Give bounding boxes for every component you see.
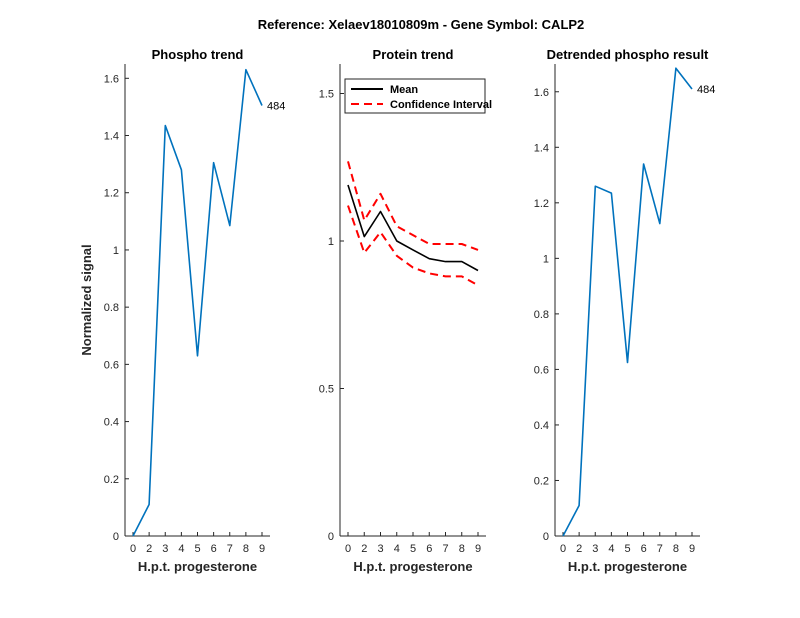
y-tick-label: 0.2: [534, 475, 549, 487]
x-tick-label: 9: [259, 543, 265, 555]
figure-title: Reference: Xelaev18010809m - Gene Symbol…: [258, 17, 585, 32]
x-tick-label: 7: [227, 543, 233, 555]
x-tick-label: 0: [130, 543, 136, 555]
y-axis-label: Normalized signal: [79, 244, 94, 355]
x-tick-label: 4: [608, 543, 614, 555]
x-tick-label: 6: [426, 543, 432, 555]
legend-box: [344, 78, 486, 114]
x-tick-label: 0: [345, 543, 351, 555]
x-tick-label: 5: [410, 543, 416, 555]
y-tick-label: 0.6: [104, 359, 119, 371]
y-tick-label: 1: [113, 245, 119, 257]
panel-title: Detrended phospho result: [547, 47, 709, 62]
series-end-label: 484: [697, 84, 715, 96]
x-axis-label: H.p.t. progesterone: [353, 559, 472, 574]
series-line-1: [562, 67, 693, 537]
x-tick-label: 3: [592, 543, 598, 555]
x-tick-label: 0: [560, 543, 566, 555]
y-tick-label: 0: [543, 531, 549, 543]
y-tick-label: 0.6: [534, 364, 549, 376]
series-line-1: [347, 184, 479, 272]
legend-entry: Confidence Interval: [390, 99, 492, 111]
series-line-1: [132, 68, 263, 537]
x-tick-label: 5: [194, 543, 200, 555]
y-tick-label: 0.4: [534, 420, 549, 432]
x-tick-label: 2: [576, 543, 582, 555]
x-tick-label: 5: [624, 543, 630, 555]
y-tick-label: 1.6: [534, 87, 549, 99]
x-tick-label: 7: [657, 543, 663, 555]
x-tick-label: 4: [394, 543, 400, 555]
x-tick-label: 4: [178, 543, 184, 555]
panel-title: Phospho trend: [152, 47, 244, 62]
x-tick-label: 6: [211, 543, 217, 555]
y-tick-label: 0: [328, 531, 334, 543]
y-tick-label: 0: [113, 531, 119, 543]
y-tick-label: 1.2: [534, 198, 549, 210]
x-tick-label: 6: [641, 543, 647, 555]
x-tick-label: 3: [162, 543, 168, 555]
legend-entry: Mean: [390, 84, 418, 96]
panel-title: Protein trend: [373, 47, 454, 62]
x-axis-label: H.p.t. progesterone: [568, 559, 687, 574]
y-tick-label: 1.4: [104, 131, 119, 143]
y-tick-label: 1: [328, 236, 334, 248]
x-tick-label: 8: [673, 543, 679, 555]
y-tick-label: 1.2: [104, 188, 119, 200]
y-tick-label: 0.2: [104, 474, 119, 486]
y-tick-label: 0.8: [104, 302, 119, 314]
x-tick-label: 9: [475, 543, 481, 555]
y-tick-label: 1.6: [104, 73, 119, 85]
x-tick-label: 7: [442, 543, 448, 555]
y-tick-label: 1.5: [319, 89, 334, 101]
x-tick-label: 8: [243, 543, 249, 555]
x-tick-label: 2: [361, 543, 367, 555]
y-tick-label: 0.5: [319, 384, 334, 396]
x-tick-label: 2: [146, 543, 152, 555]
series-line-2: [347, 161, 479, 251]
y-tick-label: 1: [543, 253, 549, 265]
series-end-label: 484: [267, 100, 285, 112]
x-tick-label: 8: [459, 543, 465, 555]
x-tick-label: 3: [377, 543, 383, 555]
x-tick-label: 9: [689, 543, 695, 555]
x-axis-label: H.p.t. progesterone: [138, 559, 257, 574]
y-tick-label: 0.4: [104, 417, 119, 429]
y-tick-label: 1.4: [534, 142, 549, 154]
legend: Mean Confidence Interval: [344, 78, 492, 114]
y-tick-label: 0.8: [534, 309, 549, 321]
series-line-3: [347, 205, 479, 287]
